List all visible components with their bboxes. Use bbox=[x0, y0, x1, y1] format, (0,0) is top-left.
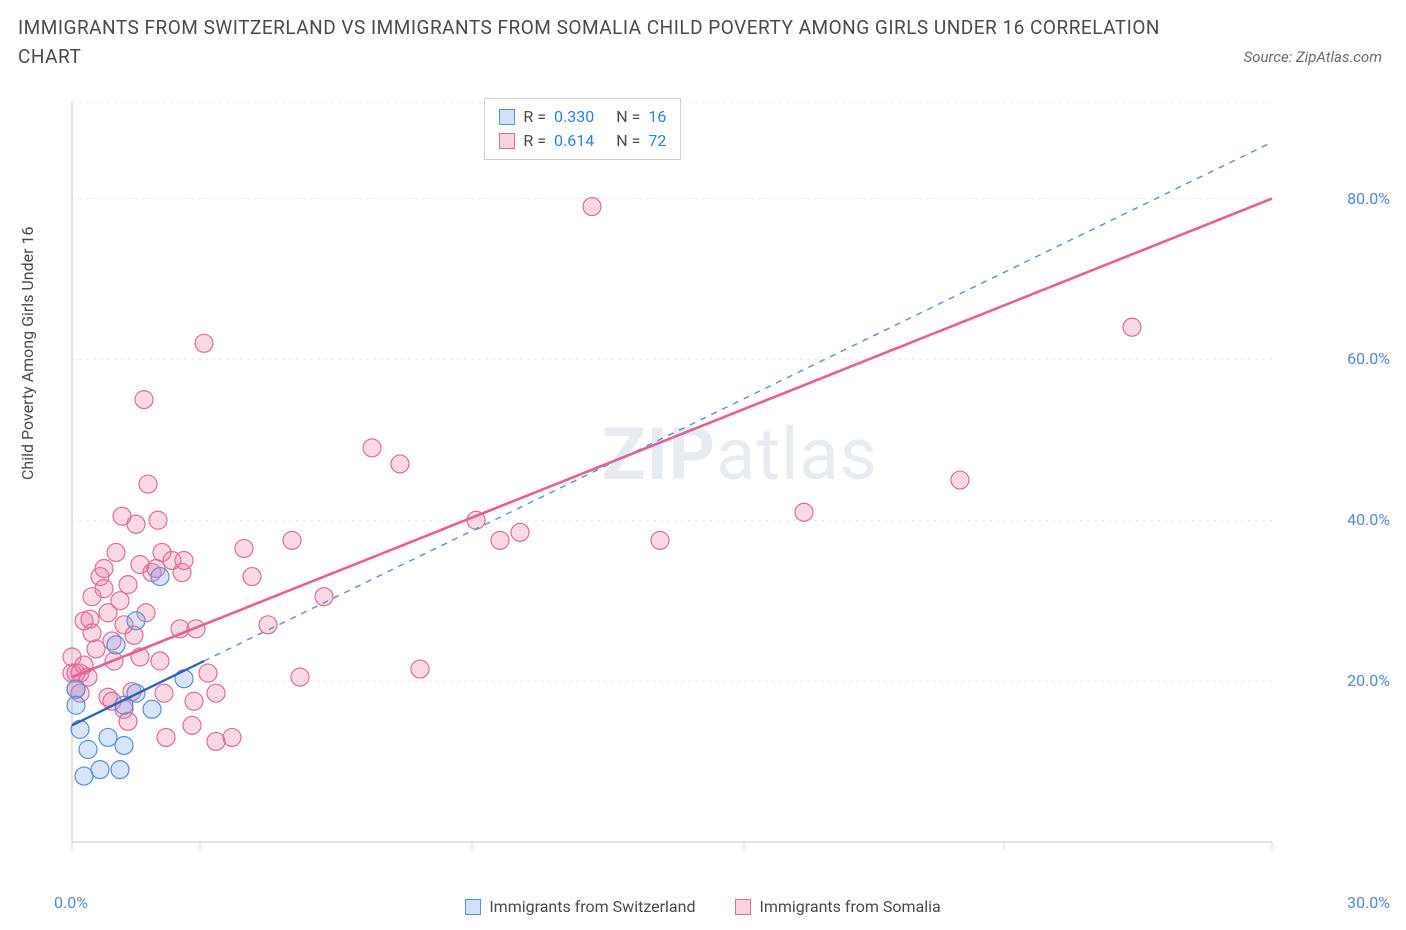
y-tick-label: 60.0% bbox=[1347, 349, 1390, 368]
legend-item: Immigrants from Switzerland bbox=[465, 897, 695, 916]
legend-swatch bbox=[735, 899, 751, 915]
stats-row: R = 0.614 N = 72 bbox=[499, 129, 666, 153]
n-value: 16 bbox=[648, 105, 666, 129]
r-label: R = bbox=[523, 105, 546, 129]
plot-svg bbox=[62, 92, 1342, 872]
n-value: 72 bbox=[648, 129, 666, 153]
stats-row: R = 0.330 N = 16 bbox=[499, 105, 666, 129]
stats-swatch bbox=[499, 109, 515, 125]
stats-box: R = 0.330 N = 16 R = 0.614 N = 72 bbox=[484, 98, 681, 160]
chart-title: IMMIGRANTS FROM SWITZERLAND VS IMMIGRANT… bbox=[18, 14, 1226, 71]
legend-swatch bbox=[465, 899, 481, 915]
y-tick-label: 40.0% bbox=[1347, 510, 1390, 529]
chart-container: IMMIGRANTS FROM SWITZERLAND VS IMMIGRANT… bbox=[0, 0, 1406, 930]
n-label: N = bbox=[616, 105, 640, 129]
stats-swatch bbox=[499, 133, 515, 149]
y-tick-label: 20.0% bbox=[1347, 671, 1390, 690]
legend-label: Immigrants from Somalia bbox=[759, 897, 940, 916]
legend-item: Immigrants from Somalia bbox=[735, 897, 940, 916]
y-tick-label: 80.0% bbox=[1347, 189, 1390, 208]
y-axis-label: Child Poverty Among Girls Under 16 bbox=[18, 226, 37, 480]
x-tick-label: 0.0% bbox=[54, 893, 88, 912]
x-tick-label: 30.0% bbox=[1347, 893, 1390, 912]
r-value: 0.614 bbox=[554, 129, 594, 153]
r-label: R = bbox=[523, 129, 546, 153]
legend-bottom: Immigrants from Switzerland Immigrants fr… bbox=[0, 897, 1406, 916]
legend-label: Immigrants from Switzerland bbox=[489, 897, 695, 916]
n-label: N = bbox=[616, 129, 640, 153]
source-label: Source: ZipAtlas.com bbox=[1244, 48, 1382, 66]
plot-area: ZIPatlas R =0.330 N = 16R =0.614 N = 72 bbox=[62, 92, 1342, 872]
r-value: 0.330 bbox=[554, 105, 594, 129]
